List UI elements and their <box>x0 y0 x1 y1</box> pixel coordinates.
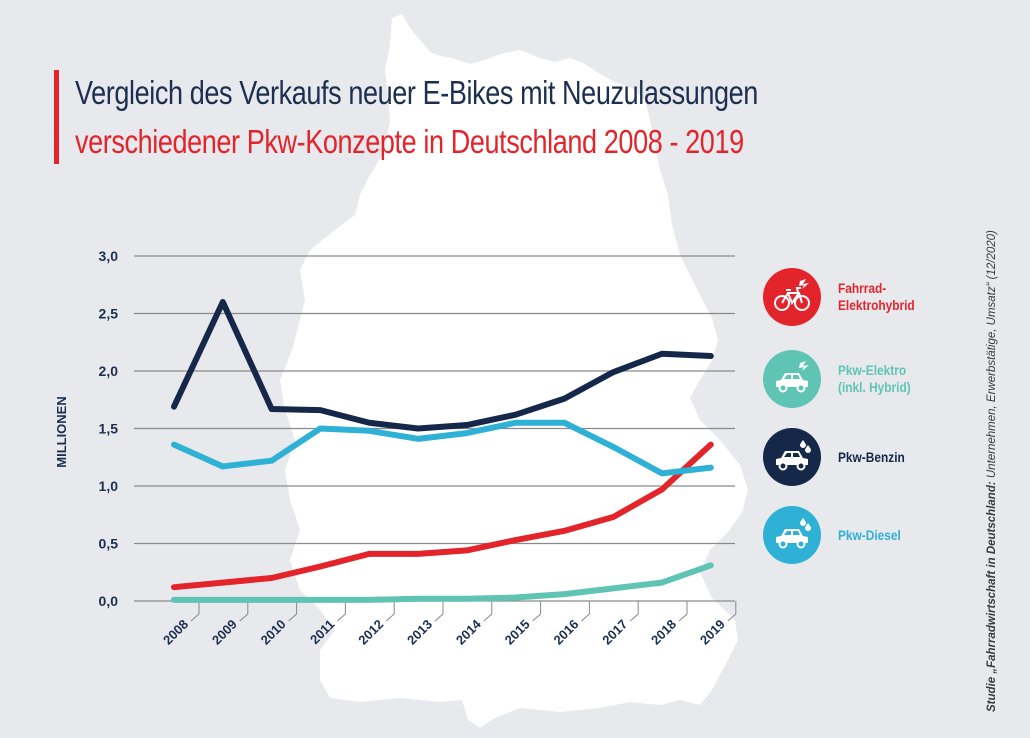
car-drops-icon <box>763 428 821 486</box>
x-tick <box>581 601 590 622</box>
series-line-pkw-elektro-inkl-hybrid <box>171 562 714 603</box>
y-tick-label: 0,0 <box>99 593 119 609</box>
x-tick <box>239 601 249 622</box>
y-tick-label: 3,0 <box>99 248 119 264</box>
y-axis-label: MILLIONEN <box>54 396 69 468</box>
y-tick-label: 1,0 <box>99 478 119 494</box>
legend-label: Pkw-Elektro (inkl. Hybrid) <box>838 362 911 395</box>
x-tick <box>288 601 298 622</box>
car-lightning-icon <box>763 350 821 408</box>
legend-label: Fahrrad- Elektrohybrid <box>838 280 915 313</box>
y-tick-label: 0,5 <box>99 536 119 552</box>
legend-label: Pkw-Benzin <box>838 448 905 465</box>
x-tick-label: 2008 <box>160 617 191 648</box>
x-tick <box>678 601 688 622</box>
x-tick <box>337 601 346 622</box>
x-tick <box>629 601 639 622</box>
x-tick-label: 2010 <box>258 617 289 648</box>
legend-item-fahrrad-elektrohybrid: Fahrrad- Elektrohybrid <box>763 268 928 326</box>
car-drops-icon <box>763 506 821 564</box>
x-tick <box>483 601 493 622</box>
bicycle-lightning-icon <box>763 268 821 326</box>
x-tick <box>727 601 737 622</box>
source-suffix: Unternehmen, Erwerbstätige, Umsatz“ (12/… <box>986 230 998 482</box>
legend-label: Pkw-Diesel <box>838 526 901 543</box>
x-tick <box>434 601 444 622</box>
legend-item-pkw-benzin: Pkw-Benzin <box>763 428 917 486</box>
legend-item-pkw-elektro: Pkw-Elektro (inkl. Hybrid) <box>763 350 924 408</box>
series-line-fahrrad-elektrohybrid <box>171 441 714 591</box>
series-line-pkw-diesel <box>171 419 714 477</box>
x-tick-label: 2009 <box>209 617 240 648</box>
x-tick <box>532 601 542 622</box>
y-tick-label: 2,0 <box>99 363 119 379</box>
y-tick-label: 2,5 <box>99 306 119 322</box>
chart-title-line2: verschiedener Pkw-Konzepte in Deutschlan… <box>75 123 744 160</box>
legend-item-pkw-diesel: Pkw-Diesel <box>763 506 912 564</box>
title-accent-bar <box>54 70 59 164</box>
y-tick-label: 1,5 <box>99 421 119 437</box>
source-note: Studie „Fahrradwirtschaft in Deutschland… <box>986 230 998 712</box>
x-tick <box>190 601 200 622</box>
source-prefix: Studie „Fahrradwirtschaft in Deutschland… <box>986 481 998 712</box>
x-tick <box>385 601 395 622</box>
series-line-pkw-benzin <box>171 299 714 432</box>
chart-title-line1: Vergleich des Verkaufs neuer E-Bikes mit… <box>75 74 758 111</box>
